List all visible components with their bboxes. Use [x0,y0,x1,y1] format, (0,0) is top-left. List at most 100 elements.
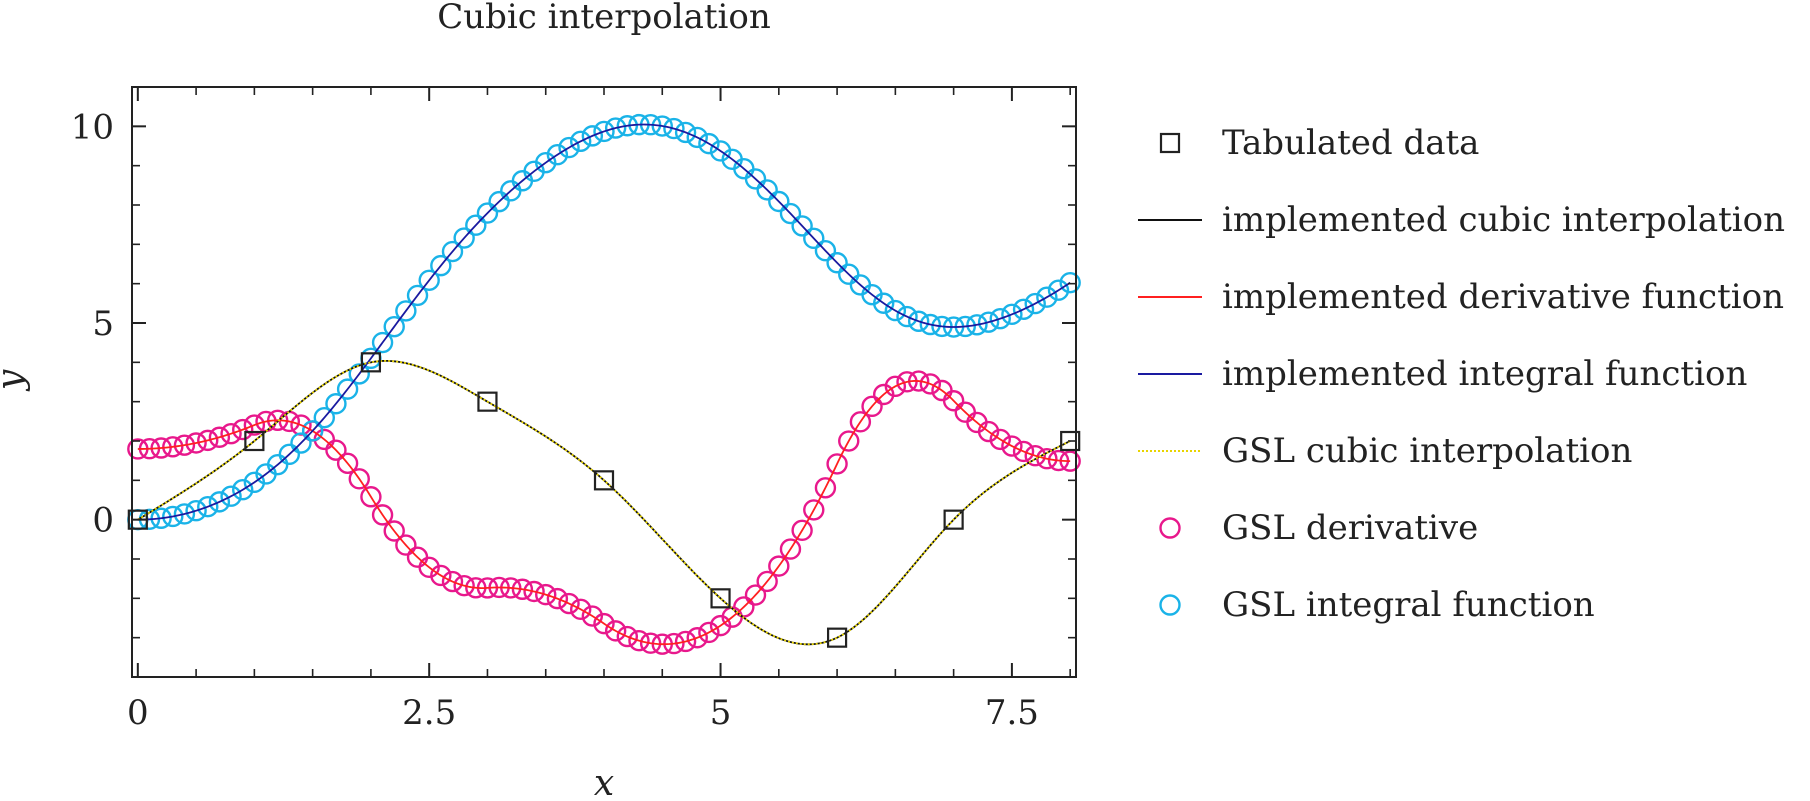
x-tick-label: 5 [710,693,732,733]
data-point [1012,298,1035,321]
data-point [1047,279,1070,301]
tabulated-point [127,509,148,530]
data-point [616,115,639,137]
data-point [1012,440,1035,463]
data-point [942,390,965,412]
data-point [779,202,802,225]
data-point [1036,286,1058,308]
data-point [453,574,475,597]
tabulated-point [360,352,382,373]
data-point [360,486,382,508]
data-point [744,168,767,190]
data-point [406,284,429,307]
plot-frame [131,86,1077,678]
tabulated-point [710,588,731,609]
data-point [803,227,825,250]
data-point [698,132,720,155]
data-point [418,269,440,291]
data-point [826,453,848,475]
data-point [977,311,1000,333]
legend-entry: implemented cubic interpolation [1138,200,1785,240]
data-point [686,126,708,149]
data-point [185,432,207,454]
legend-entry: GSL cubic interpolation [1138,431,1632,471]
axes: 0 2.5 5 7.5 0 5 10 [71,86,1077,733]
x-axis-label: x [594,763,614,801]
series-line-integ [137,123,1071,521]
data-point [1059,271,1081,294]
data-point [756,179,778,201]
series-dotted-interp [137,359,1071,646]
y-tick-label: 10 [71,107,114,147]
legend-entry: Tabulated data [1159,123,1479,163]
data-point [395,300,417,322]
data-point [197,495,219,518]
data-point [488,190,510,213]
data-point [651,115,673,137]
legend-entry: GSL derivative [1159,508,1478,548]
data-point [430,254,452,277]
y-tick-label: 5 [92,304,114,344]
data-point [873,292,895,314]
data-point [849,411,872,433]
data-point [733,596,755,618]
data-point [185,500,207,522]
data-point [1001,435,1023,457]
data-point [768,555,790,577]
data-point [674,630,697,653]
data-point [1001,303,1023,326]
data-point [278,443,301,466]
data-point [569,130,592,152]
tabulated-point [244,430,265,452]
data-point [465,214,487,236]
data-point [814,240,837,262]
data-point [884,375,907,398]
data-point [896,305,918,328]
legend-label: GSL integral function [1222,585,1595,625]
series-integ-circles [127,113,1081,531]
legend-circle-marker [1159,517,1181,539]
tabulated-point [1060,430,1081,452]
data-point [593,612,615,635]
data-point [290,432,312,454]
data-point [616,625,639,648]
legend: Tabulated data implemented cubic interpol… [1138,123,1785,625]
data-point [581,125,604,147]
data-point [325,439,347,461]
data-point [430,564,452,587]
data-point [371,331,394,354]
data-point [511,578,534,600]
data-point [558,592,580,615]
data-point [535,151,557,174]
data-point [779,538,802,560]
data-point [686,627,708,649]
data-point [220,422,242,445]
data-point [546,587,569,610]
data-point [232,479,254,501]
data-point [604,117,627,139]
tabulated-point [477,391,498,412]
data-point [162,436,184,458]
data-point [966,314,988,336]
x-tick-label: 2.5 [402,693,456,733]
legend-square-marker [1159,132,1181,154]
data-point [756,570,778,593]
data-point [814,477,837,499]
legend-label: implemented cubic interpolation [1222,200,1785,240]
data-point [173,434,196,456]
series-line-deriv [137,380,1071,646]
data-point [1024,444,1046,467]
y-tick-label: 0 [92,501,114,541]
data-point [593,120,615,143]
data-point [919,313,942,336]
data-point [581,605,604,627]
data-point [884,299,907,322]
data-point [907,310,930,332]
data-point [663,117,685,140]
data-point [162,505,184,528]
data-point [313,406,335,429]
data-point [838,430,860,452]
data-point [826,252,848,274]
data-point [977,420,1000,443]
